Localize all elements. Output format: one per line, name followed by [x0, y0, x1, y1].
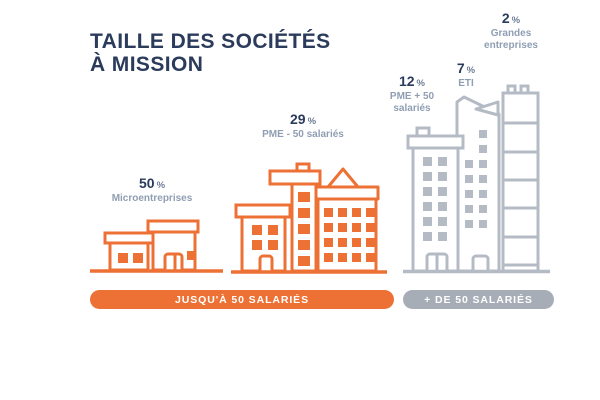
stat-label: PME - 50 salariés: [262, 129, 344, 140]
percent-sign: %: [307, 116, 317, 127]
stat-label: Microentreprises: [111, 193, 193, 204]
stat-pme-plus-50: 12% PME + 50 salariés: [390, 74, 434, 115]
microentreprises-shops-icon: [90, 219, 223, 273]
stat-value: 2%: [484, 11, 538, 28]
banner-up-to-50-employees: JUSQU'À 50 SALARIÉS: [90, 290, 394, 309]
stat-number: 7: [456, 60, 465, 76]
stat-value: 50%: [112, 176, 193, 193]
banner-label: JUSQU'À 50 SALARIÉS: [175, 293, 309, 306]
stat-label-line1: Grandes: [490, 28, 532, 39]
stat-microentreprises: 50% Microentreprises: [112, 176, 193, 205]
stat-number: 12: [398, 73, 415, 89]
stat-label-line2: entreprises: [484, 40, 538, 51]
stat-value: 7%: [457, 61, 475, 78]
stat-pme-moins-50: 29% PME - 50 salariés: [262, 112, 344, 141]
stat-label: ETI: [458, 78, 474, 89]
stat-number: 29: [289, 111, 306, 127]
stat-number: 2: [501, 10, 510, 26]
large-company-skyscrapers-icon: [403, 84, 550, 274]
percent-sign: %: [156, 180, 166, 191]
percent-sign: %: [416, 78, 426, 89]
stat-value: 12%: [390, 74, 434, 91]
stat-label-line2: salariés: [393, 103, 431, 114]
banner-over-50-employees: + DE 50 SALARIÉS: [403, 290, 554, 309]
stat-grandes-entreprises: 2% Grandes entreprises: [484, 11, 538, 52]
banner-label: + DE 50 SALARIÉS: [424, 293, 533, 306]
page-title-line2: À MISSION: [90, 53, 204, 76]
pme-midrise-buildings-icon: [231, 162, 387, 274]
stat-label: Grandes entreprises: [484, 28, 538, 52]
stat-value: 29%: [262, 112, 344, 129]
stat-number: 50: [138, 175, 155, 191]
percent-sign: %: [466, 65, 476, 76]
page-title: TAILLE DES SOCIÉTÉS À MISSION: [90, 30, 331, 76]
stat-label-line1: PME + 50: [389, 91, 435, 102]
stat-label: PME + 50 salariés: [390, 91, 434, 115]
stat-eti: 7% ETI: [457, 61, 475, 90]
percent-sign: %: [511, 15, 521, 26]
page-title-line1: TAILLE DES SOCIÉTÉS: [90, 30, 331, 53]
